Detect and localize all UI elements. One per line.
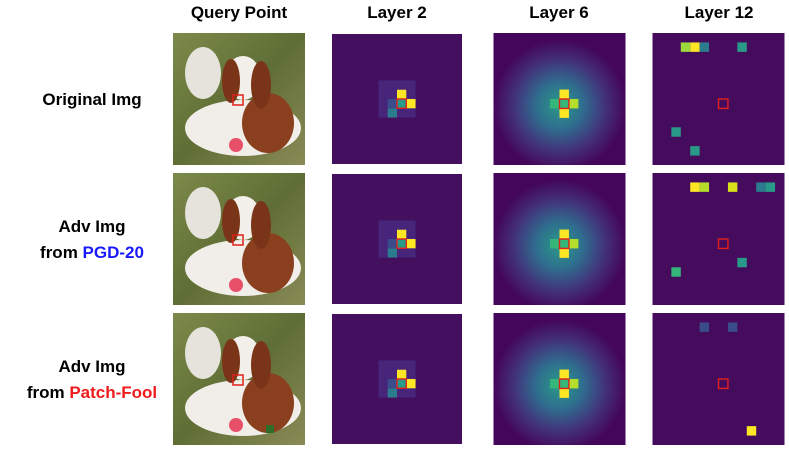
query-image [173,313,305,445]
attack-name: Patch-Fool [69,383,157,402]
row-prefix: from [40,243,78,262]
query-box [232,94,244,106]
attention-map [492,173,627,305]
attention-map [652,173,785,305]
attention-map [652,313,785,445]
attention-map [332,313,462,445]
column-header: Layer 12 [685,3,754,22]
attention-map [332,33,462,165]
query-box [232,234,244,246]
query-image [173,173,305,305]
attention-map [332,173,462,305]
row-label: Adv Img [58,217,125,236]
row-label: Adv Img [58,357,125,376]
row-label: from Patch-Fool [27,383,157,402]
column-header: Query Point [191,3,288,22]
row-prefix: from [27,383,65,402]
attention-map [652,33,785,165]
query-image [173,33,305,165]
attention-map [492,33,627,165]
attention-map [492,313,627,445]
column-header: Layer 2 [367,3,427,22]
row-label: Original Img [42,90,141,109]
adv-patch [266,425,274,433]
column-header: Layer 6 [529,3,589,22]
query-box [232,374,244,386]
attack-name: PGD-20 [83,243,144,262]
row-label: from PGD-20 [40,243,144,262]
